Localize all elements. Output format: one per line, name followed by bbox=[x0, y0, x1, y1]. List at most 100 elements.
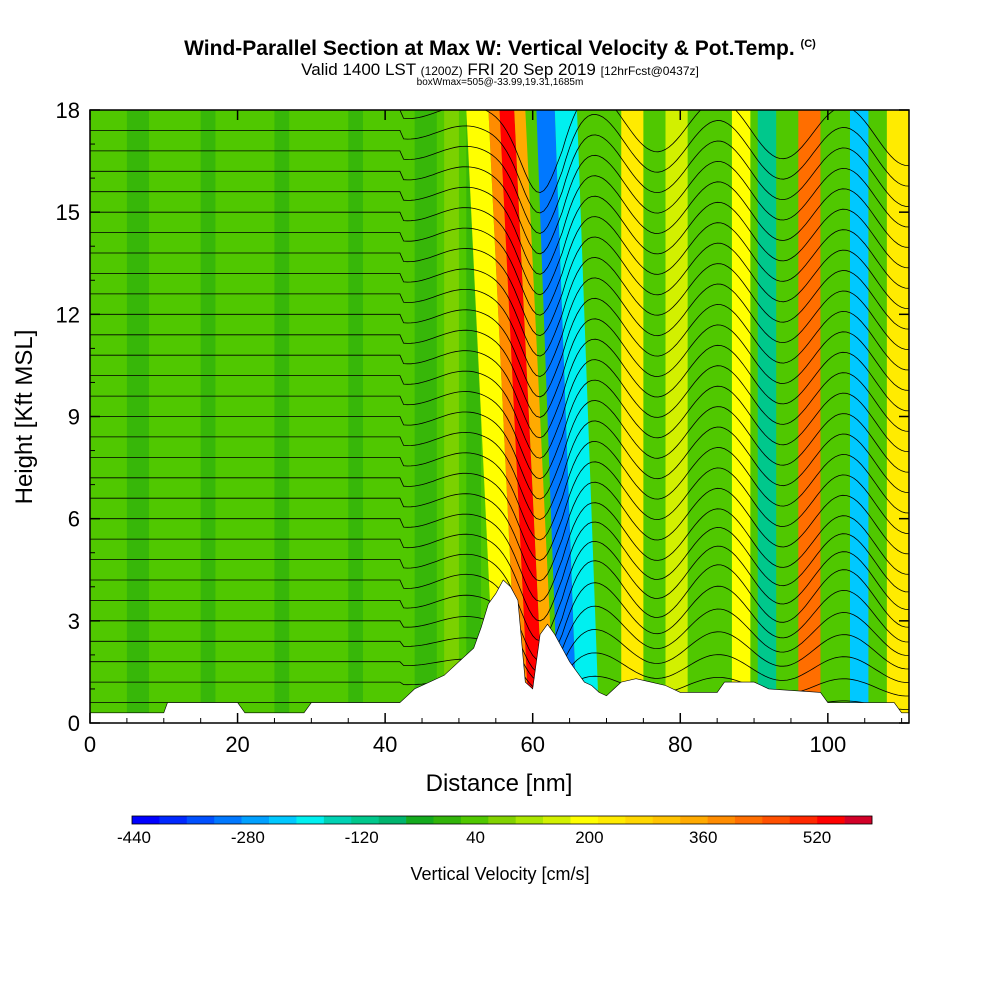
colorbar-cell-15 bbox=[543, 816, 571, 824]
field-band-12 bbox=[827, 110, 850, 723]
valid-zulu: (1200Z) bbox=[420, 64, 463, 78]
colorbar-cell-14 bbox=[515, 816, 544, 824]
colorbar-cell-11 bbox=[433, 816, 462, 824]
y-tick-label-6: 6 bbox=[68, 507, 80, 532]
x-tick-label-40: 40 bbox=[373, 732, 397, 757]
isentrope-11 bbox=[90, 461, 909, 561]
colorbar-cell-23 bbox=[762, 816, 791, 824]
colorbar-cell-24 bbox=[789, 816, 818, 824]
x-axis-title: Distance [nm] bbox=[426, 770, 573, 797]
valid-prefix: Valid 1400 LST bbox=[301, 60, 416, 79]
colorbar-label--440: -440 bbox=[117, 828, 151, 847]
colorbar-cell-22 bbox=[734, 816, 763, 824]
isentrope-9 bbox=[90, 502, 909, 602]
x-tick-label-80: 80 bbox=[668, 732, 692, 757]
colorbar-label-520: 520 bbox=[803, 828, 831, 847]
isentrope-17 bbox=[90, 338, 909, 439]
y-tick-label-12: 12 bbox=[56, 302, 80, 327]
field-band-11 bbox=[798, 110, 821, 723]
isentrope-27 bbox=[90, 134, 909, 234]
field-band-7 bbox=[665, 110, 688, 723]
valid-date: FRI 20 Sep 2019 bbox=[467, 60, 596, 79]
isentrope-20 bbox=[90, 277, 909, 377]
isentrope-24 bbox=[90, 195, 909, 296]
copyright-mark: (C) bbox=[800, 38, 816, 50]
isentrope-26 bbox=[90, 154, 909, 255]
field-band-weak-5 bbox=[444, 110, 459, 723]
isentrope-21 bbox=[90, 257, 909, 357]
colorbar-frame bbox=[131, 815, 873, 825]
y-tick-label-15: 15 bbox=[56, 200, 80, 225]
isentrope-14 bbox=[90, 400, 909, 500]
isentrope-16 bbox=[90, 359, 909, 459]
isentrope-18 bbox=[90, 318, 909, 418]
colorbar-cell-18 bbox=[625, 816, 654, 824]
y-tick-label-3: 3 bbox=[68, 609, 80, 634]
y-axis-title: Height [Kft MSL] bbox=[11, 330, 38, 505]
colorbar-cell-17 bbox=[597, 816, 626, 824]
colorbar-label--120: -120 bbox=[345, 828, 379, 847]
x-tick-label-0: 0 bbox=[84, 732, 96, 757]
colorbar-cell-0 bbox=[132, 816, 160, 824]
colorbar-cell-13 bbox=[488, 816, 517, 824]
box-info: boxWmax=505@-33.99,19.31,1685m bbox=[416, 77, 584, 88]
isentrope-29 bbox=[90, 110, 909, 194]
colorbar-cell-7 bbox=[323, 816, 352, 824]
isentrope-28 bbox=[90, 113, 909, 214]
colorbar-cell-19 bbox=[652, 816, 681, 824]
colorbar-cell-20 bbox=[680, 816, 708, 824]
isentrope-19 bbox=[90, 297, 909, 398]
isentrope-15 bbox=[90, 379, 909, 480]
field-band-0 bbox=[466, 110, 518, 723]
chart-subtitle: Valid 1400 LST (1200Z) FRI 20 Sep 2019 [… bbox=[0, 60, 1000, 80]
field-band-6 bbox=[621, 110, 644, 723]
chart-title: Wind-Parallel Section at Max W: Vertical… bbox=[0, 37, 1000, 61]
colorbar-cell-10 bbox=[406, 816, 434, 824]
field-band-3 bbox=[514, 110, 555, 723]
colorbar-cell-21 bbox=[707, 816, 736, 824]
isentrope-7 bbox=[90, 540, 909, 642]
colorbar-cell-9 bbox=[378, 816, 407, 824]
colorbar-cell-25 bbox=[817, 816, 845, 824]
isentrope-25 bbox=[90, 175, 909, 275]
field-band-2 bbox=[499, 110, 544, 723]
valid-forecast: [12hrFcst@0437z] bbox=[600, 64, 699, 78]
colorbar-cell-16 bbox=[570, 816, 599, 824]
colorbar-cell-26 bbox=[844, 816, 873, 824]
colorbar-cell-2 bbox=[186, 816, 215, 824]
y-tick-label-18: 18 bbox=[56, 98, 80, 123]
title-main: Wind-Parallel Section at Max W: Vertical… bbox=[184, 37, 795, 60]
isentrope-12 bbox=[90, 440, 909, 541]
field-band-9 bbox=[731, 110, 751, 723]
x-tick-label-20: 20 bbox=[225, 732, 249, 757]
colorbar-label-360: 360 bbox=[689, 828, 717, 847]
colorbar-label-40: 40 bbox=[466, 828, 485, 847]
colorbar-cell-5 bbox=[269, 816, 297, 824]
isentrope-13 bbox=[90, 420, 909, 520]
terrain-profile bbox=[90, 579, 909, 723]
field-band-weak-4 bbox=[414, 110, 437, 723]
colorbar-cell-8 bbox=[351, 816, 379, 824]
colorbar: -440 -280 -120 40 200 360 520 bbox=[117, 815, 873, 847]
field-band-8 bbox=[702, 110, 721, 723]
isentrope-22 bbox=[90, 236, 909, 337]
terrain-mask bbox=[90, 579, 909, 723]
colorbar-cell-3 bbox=[214, 816, 242, 824]
colorbar-cell-12 bbox=[460, 816, 489, 824]
field-band-14 bbox=[886, 110, 909, 723]
y-tick-label-9: 9 bbox=[68, 405, 80, 430]
y-tick-label-0: 0 bbox=[68, 711, 80, 736]
colorbar-cell-4 bbox=[241, 816, 270, 824]
x-tick-label-60: 60 bbox=[520, 732, 544, 757]
x-tick-label-100: 100 bbox=[809, 732, 846, 757]
isentrope-8 bbox=[90, 521, 909, 622]
colorbar-title: Vertical Velocity [cm/s] bbox=[410, 864, 589, 884]
isentrope-23 bbox=[90, 216, 909, 316]
colorbar-cell-1 bbox=[159, 816, 188, 824]
y-axis: 0 3 6 9 12 15 18 bbox=[56, 98, 909, 736]
colorbar-label-200: 200 bbox=[575, 828, 603, 847]
x-axis: 0 20 40 60 80 100 bbox=[84, 110, 903, 757]
colorbar-label--280: -280 bbox=[231, 828, 265, 847]
field-band-4 bbox=[536, 110, 577, 723]
